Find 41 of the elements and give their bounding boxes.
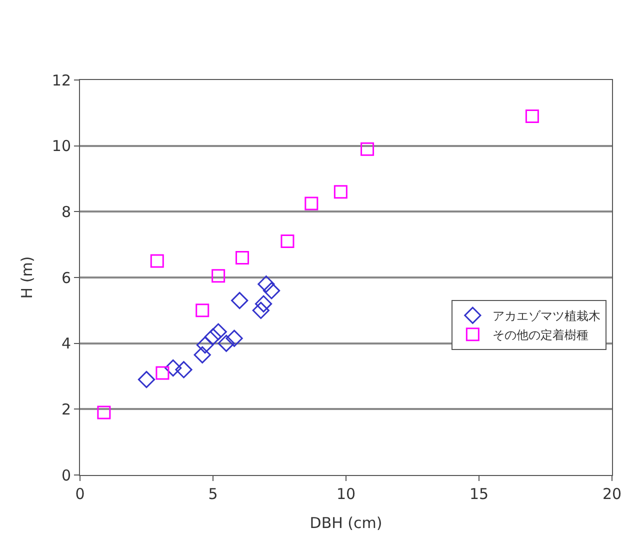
point [196,336,214,354]
point [231,292,248,310]
point [156,366,170,380]
point [334,185,348,199]
y-tick-label: 12 [52,71,71,90]
point [262,282,280,300]
x-tick-label: 10 [336,485,356,503]
point [194,346,211,364]
point [226,330,243,347]
legend-label: その他の定着樹種 [492,328,589,342]
point [210,323,227,340]
y-axis-title: H (m) [18,256,36,299]
point [236,251,250,264]
point [97,406,111,420]
point [175,361,192,378]
y-tick-label: 6 [61,268,71,287]
point [218,334,235,352]
x-tick-label: 5 [208,485,218,503]
x-tick-label: 20 [602,485,622,503]
point [280,234,294,248]
x-axis-title: DBH (cm) [310,514,382,532]
point [150,254,164,268]
legend-label: アカエゾマツ植栽木 [492,309,601,324]
y-tick-label: 10 [52,137,71,156]
point [138,370,156,388]
point [258,276,275,293]
point [164,359,182,377]
x-tick-label: 0 [75,485,85,503]
point [212,269,226,283]
point [360,142,374,156]
x-tick-label: 15 [469,485,489,503]
point [196,304,210,318]
y-tick-label: 2 [61,400,71,418]
y-tick-label: 4 [61,334,71,353]
y-tick-label: 0 [61,466,71,484]
point [252,302,270,319]
point [204,328,222,346]
point [254,295,272,312]
point [304,196,318,210]
point [525,109,539,123]
y-tick-label: 8 [61,202,71,221]
